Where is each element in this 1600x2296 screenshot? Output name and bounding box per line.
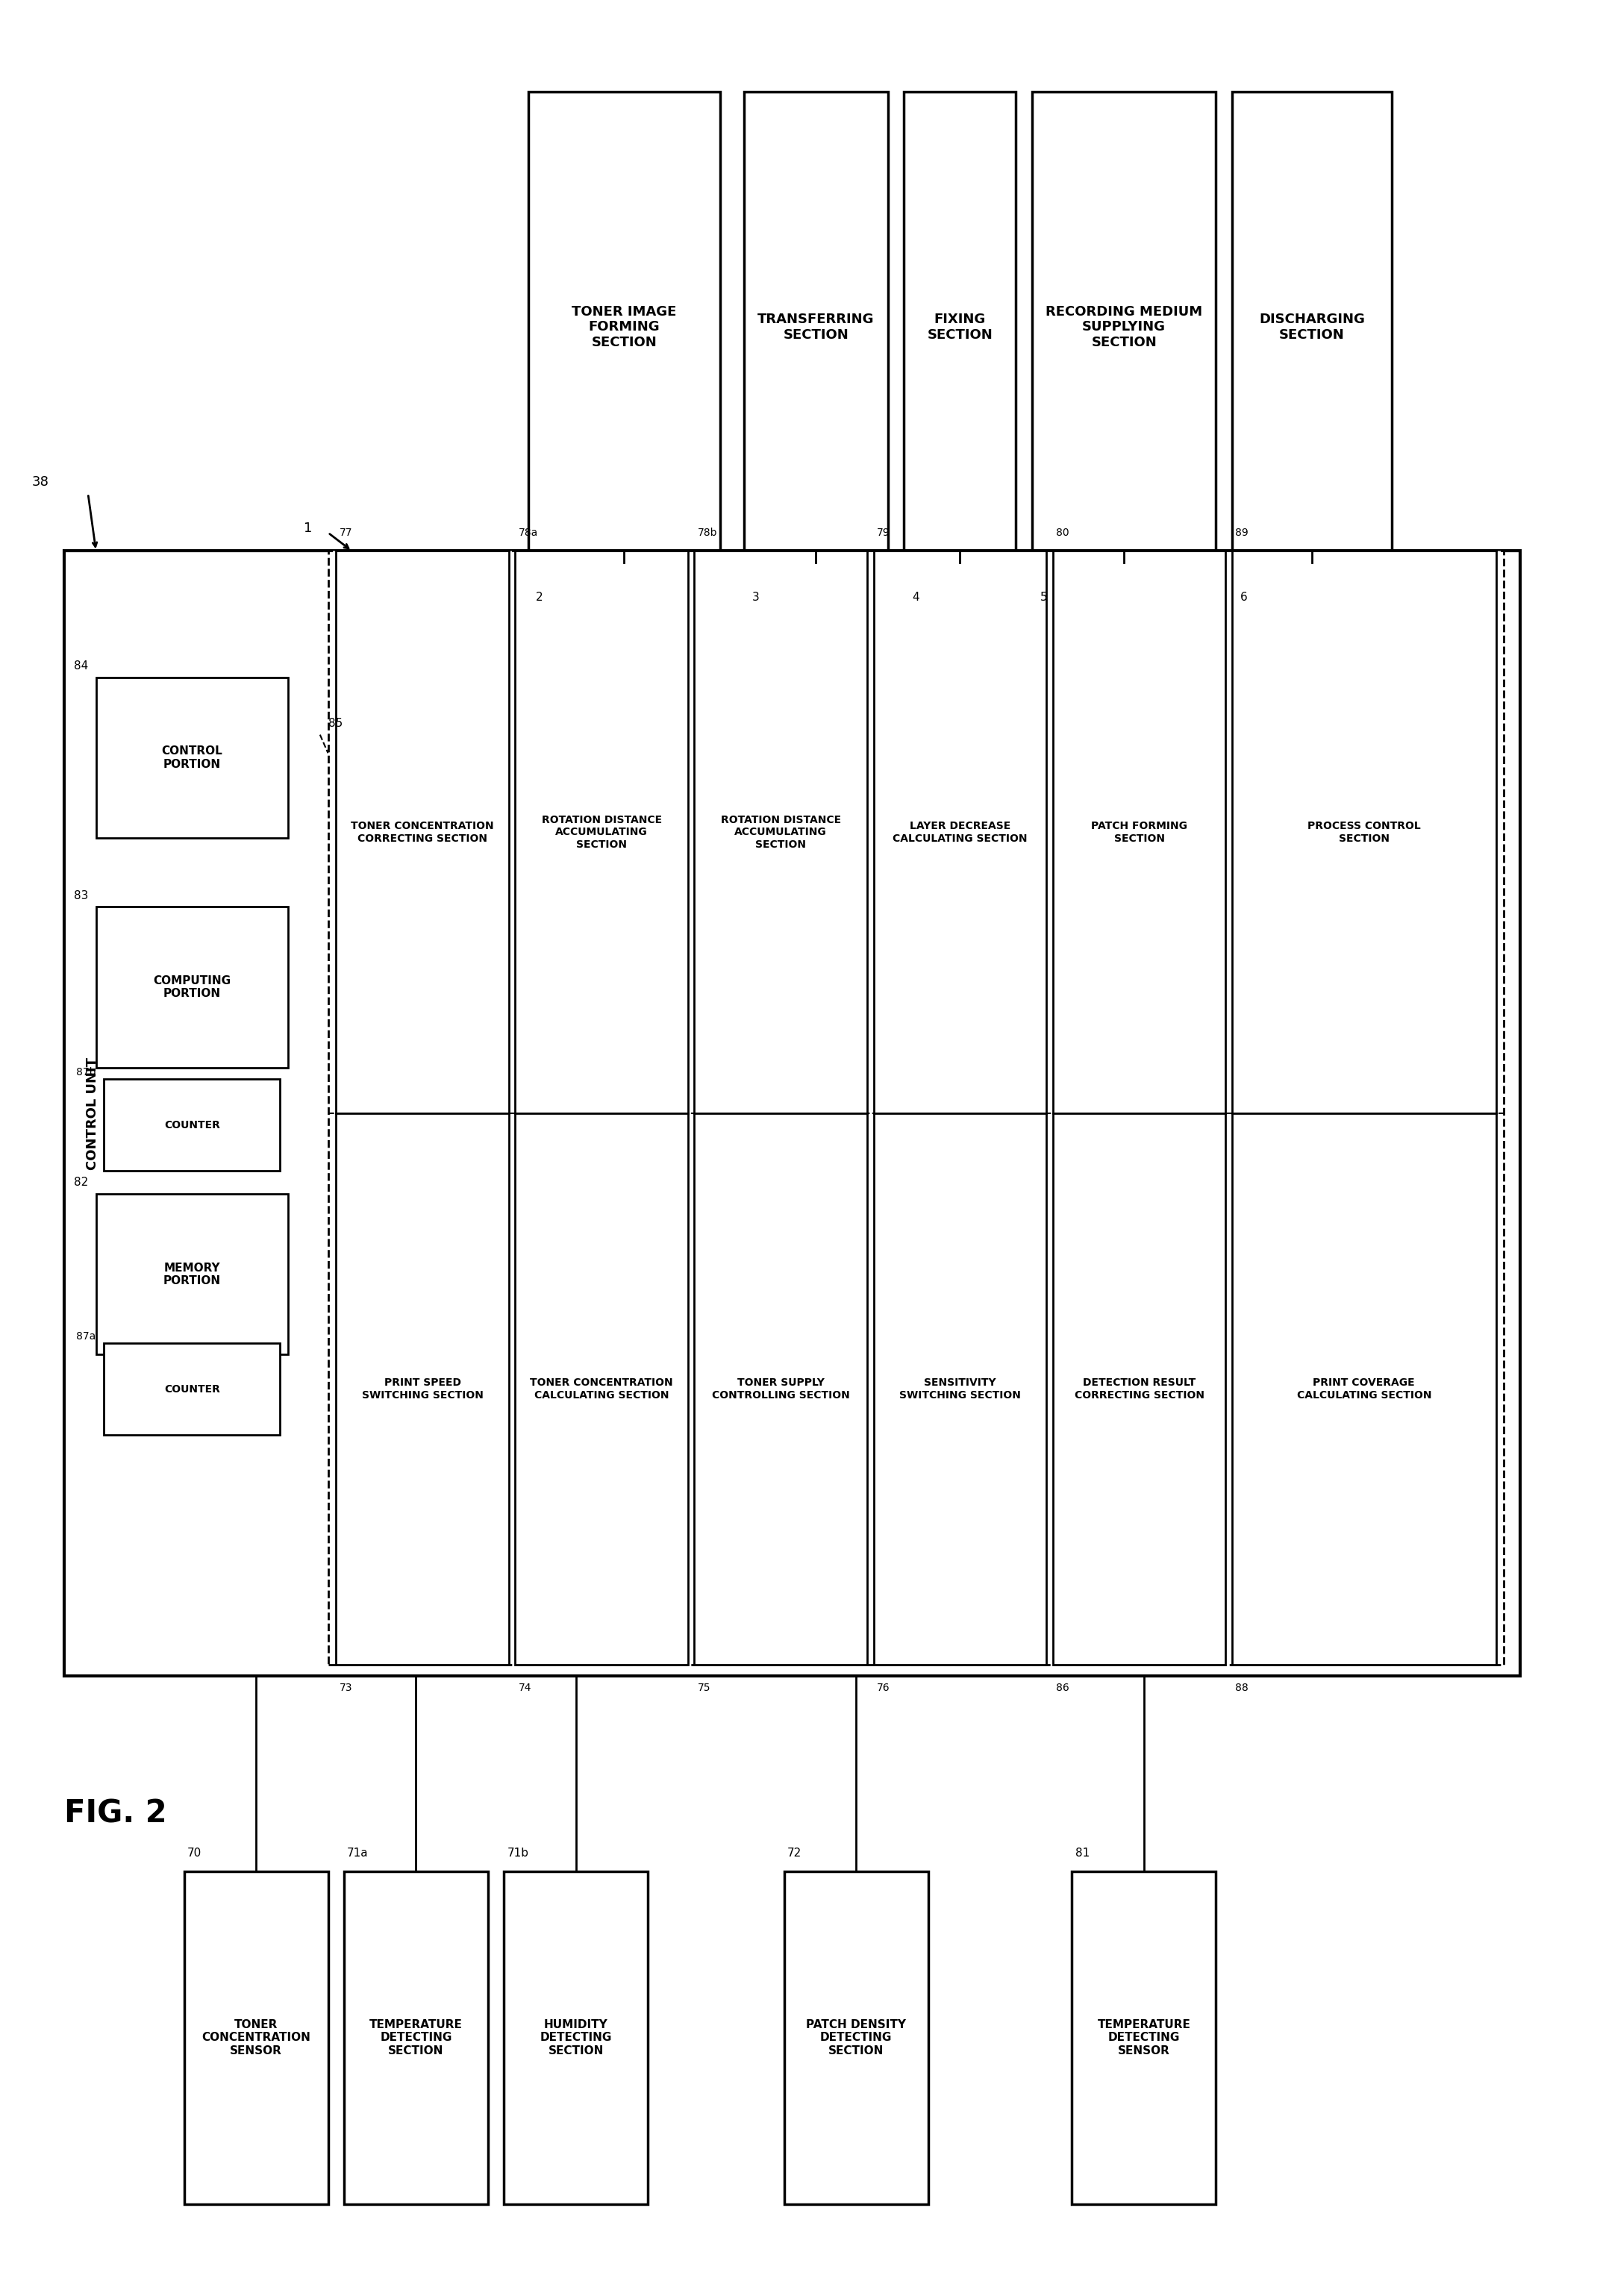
- Text: 77: 77: [339, 528, 352, 537]
- Bar: [96, 907, 288, 1068]
- Text: FIXING
SECTION: FIXING SECTION: [928, 312, 992, 342]
- Text: 72: 72: [787, 1848, 802, 1857]
- Bar: [784, 1871, 928, 2204]
- Text: PRINT SPEED
SWITCHING SECTION: PRINT SPEED SWITCHING SECTION: [362, 1378, 483, 1401]
- Bar: [1053, 1114, 1226, 1665]
- Bar: [744, 92, 888, 563]
- Bar: [104, 1079, 280, 1171]
- Text: 71a: 71a: [347, 1848, 368, 1857]
- Text: TONER
CONCENTRATION
SENSOR: TONER CONCENTRATION SENSOR: [202, 2018, 310, 2057]
- Text: 71b: 71b: [507, 1848, 530, 1857]
- Text: 73: 73: [339, 1683, 352, 1692]
- Text: 87b: 87b: [77, 1068, 96, 1077]
- Text: ROTATION DISTANCE
ACCUMULATING
SECTION: ROTATION DISTANCE ACCUMULATING SECTION: [541, 815, 662, 850]
- Text: 83: 83: [74, 891, 88, 900]
- Text: 79: 79: [877, 528, 890, 537]
- Text: 1: 1: [304, 521, 312, 535]
- Bar: [874, 1114, 1046, 1665]
- Text: 89: 89: [1235, 528, 1248, 537]
- Text: CONTROL
PORTION: CONTROL PORTION: [162, 746, 222, 769]
- Text: TRANSFERRING
SECTION: TRANSFERRING SECTION: [758, 312, 874, 342]
- Text: 78a: 78a: [518, 528, 538, 537]
- Text: HUMIDITY
DETECTING
SECTION: HUMIDITY DETECTING SECTION: [541, 2018, 611, 2057]
- Bar: [1232, 1114, 1496, 1665]
- Text: 6: 6: [1240, 592, 1248, 602]
- Bar: [104, 1343, 280, 1435]
- Text: 5: 5: [1040, 592, 1046, 602]
- Text: LAYER DECREASE
CALCULATING SECTION: LAYER DECREASE CALCULATING SECTION: [893, 822, 1027, 843]
- Bar: [64, 551, 1520, 1676]
- Text: 38: 38: [32, 475, 50, 489]
- Bar: [528, 92, 720, 563]
- Text: 87a: 87a: [77, 1332, 96, 1341]
- Text: 85: 85: [328, 719, 342, 728]
- Bar: [904, 92, 1016, 563]
- Text: TONER CONCENTRATION
CALCULATING SECTION: TONER CONCENTRATION CALCULATING SECTION: [530, 1378, 674, 1401]
- Text: 74: 74: [518, 1683, 531, 1692]
- Text: MEMORY
PORTION: MEMORY PORTION: [163, 1263, 221, 1286]
- Text: PROCESS CONTROL
SECTION: PROCESS CONTROL SECTION: [1307, 822, 1421, 843]
- Text: 81: 81: [1075, 1848, 1090, 1857]
- Text: 86: 86: [1056, 1683, 1069, 1692]
- Bar: [328, 551, 1504, 1665]
- Bar: [504, 1871, 648, 2204]
- Text: 76: 76: [877, 1683, 890, 1692]
- Text: CONTROL UNIT: CONTROL UNIT: [86, 1056, 99, 1171]
- Text: 82: 82: [74, 1178, 88, 1187]
- Text: ROTATION DISTANCE
ACCUMULATING
SECTION: ROTATION DISTANCE ACCUMULATING SECTION: [720, 815, 842, 850]
- Text: TONER SUPPLY
CONTROLLING SECTION: TONER SUPPLY CONTROLLING SECTION: [712, 1378, 850, 1401]
- Text: SENSITIVITY
SWITCHING SECTION: SENSITIVITY SWITCHING SECTION: [899, 1378, 1021, 1401]
- Bar: [1232, 92, 1392, 563]
- Bar: [336, 1114, 509, 1665]
- Text: COUNTER: COUNTER: [165, 1384, 219, 1394]
- Bar: [1053, 551, 1226, 1114]
- Text: 80: 80: [1056, 528, 1069, 537]
- Text: PRINT COVERAGE
CALCULATING SECTION: PRINT COVERAGE CALCULATING SECTION: [1296, 1378, 1432, 1401]
- Bar: [96, 677, 288, 838]
- Text: COMPUTING
PORTION: COMPUTING PORTION: [154, 976, 230, 999]
- Bar: [874, 551, 1046, 1114]
- Bar: [515, 551, 688, 1114]
- Bar: [336, 551, 509, 1114]
- Text: TONER CONCENTRATION
CORRECTING SECTION: TONER CONCENTRATION CORRECTING SECTION: [350, 822, 494, 843]
- Bar: [96, 1194, 288, 1355]
- Text: PATCH DENSITY
DETECTING
SECTION: PATCH DENSITY DETECTING SECTION: [806, 2018, 906, 2057]
- Text: TEMPERATURE
DETECTING
SECTION: TEMPERATURE DETECTING SECTION: [370, 2018, 462, 2057]
- Text: DETECTION RESULT
CORRECTING SECTION: DETECTION RESULT CORRECTING SECTION: [1074, 1378, 1205, 1401]
- Text: RECORDING MEDIUM
SUPPLYING
SECTION: RECORDING MEDIUM SUPPLYING SECTION: [1045, 305, 1203, 349]
- Text: DISCHARGING
SECTION: DISCHARGING SECTION: [1259, 312, 1365, 342]
- Text: 75: 75: [698, 1683, 710, 1692]
- Bar: [694, 1114, 867, 1665]
- Text: COUNTER: COUNTER: [165, 1120, 219, 1130]
- Text: 70: 70: [187, 1848, 202, 1857]
- Text: TONER IMAGE
FORMING
SECTION: TONER IMAGE FORMING SECTION: [571, 305, 677, 349]
- Bar: [344, 1871, 488, 2204]
- Bar: [184, 1871, 328, 2204]
- Bar: [1032, 92, 1216, 563]
- Text: PATCH FORMING
SECTION: PATCH FORMING SECTION: [1091, 822, 1187, 843]
- Text: 88: 88: [1235, 1683, 1248, 1692]
- Text: FIG. 2: FIG. 2: [64, 1798, 166, 1830]
- Bar: [515, 1114, 688, 1665]
- Text: TEMPERATURE
DETECTING
SENSOR: TEMPERATURE DETECTING SENSOR: [1098, 2018, 1190, 2057]
- Text: 84: 84: [74, 661, 88, 670]
- Text: 78b: 78b: [698, 528, 717, 537]
- Bar: [1072, 1871, 1216, 2204]
- Bar: [694, 551, 867, 1114]
- Text: 2: 2: [536, 592, 542, 602]
- Text: 4: 4: [912, 592, 918, 602]
- Text: 3: 3: [752, 592, 760, 602]
- Bar: [1232, 551, 1496, 1114]
